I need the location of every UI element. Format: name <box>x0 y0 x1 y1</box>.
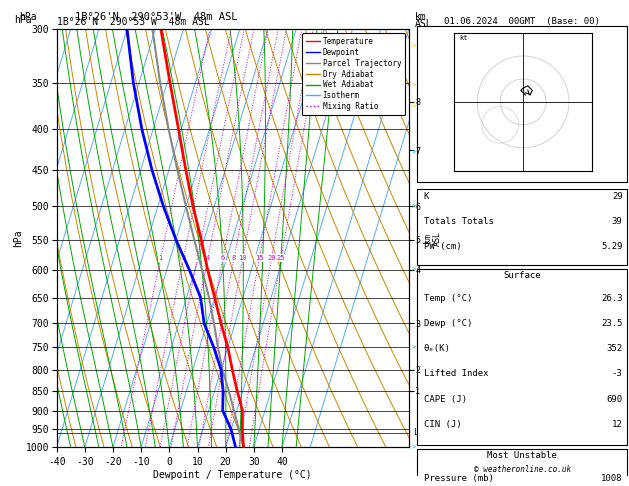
Text: Lifted Index: Lifted Index <box>424 369 488 379</box>
Text: θₑ(K): θₑ(K) <box>424 344 450 353</box>
Text: LCL: LCL <box>413 429 428 437</box>
Text: K: K <box>424 191 429 201</box>
Text: ASL: ASL <box>415 19 433 30</box>
Text: Temp (°C): Temp (°C) <box>424 294 472 303</box>
Text: hPa: hPa <box>14 15 32 25</box>
Text: © weatheronline.co.uk: © weatheronline.co.uk <box>474 465 571 474</box>
Text: >: > <box>412 83 416 88</box>
Text: Surface: Surface <box>503 271 541 279</box>
Text: 10: 10 <box>238 255 247 261</box>
Text: km: km <box>415 12 427 22</box>
Text: 26.3: 26.3 <box>601 294 623 303</box>
Text: Dewp (°C): Dewp (°C) <box>424 319 472 328</box>
Text: 39: 39 <box>612 217 623 226</box>
Text: kt: kt <box>459 35 467 41</box>
Y-axis label: km
ASL: km ASL <box>423 231 442 245</box>
Text: 25: 25 <box>277 255 286 261</box>
Text: 8: 8 <box>232 255 236 261</box>
Text: hPa: hPa <box>19 12 36 22</box>
Y-axis label: hPa: hPa <box>13 229 23 247</box>
Text: 23.5: 23.5 <box>601 319 623 328</box>
Text: 1B°26'N  290°53'W  48m ASL: 1B°26'N 290°53'W 48m ASL <box>57 17 209 27</box>
Text: >: > <box>412 150 416 156</box>
Text: >: > <box>412 267 416 273</box>
FancyBboxPatch shape <box>417 26 627 182</box>
Text: 352: 352 <box>606 344 623 353</box>
Text: >: > <box>412 444 416 450</box>
Text: Totals Totals: Totals Totals <box>424 217 494 226</box>
Text: >: > <box>412 44 416 50</box>
Text: 690: 690 <box>606 395 623 404</box>
Text: >: > <box>412 204 416 209</box>
Text: 3: 3 <box>196 255 199 261</box>
Text: 20: 20 <box>267 255 276 261</box>
Text: Pressure (mb): Pressure (mb) <box>424 474 494 483</box>
Text: 6: 6 <box>221 255 225 261</box>
FancyBboxPatch shape <box>417 190 627 265</box>
Text: PW (cm): PW (cm) <box>424 242 461 251</box>
Text: >: > <box>412 104 416 110</box>
Text: 29: 29 <box>612 191 623 201</box>
X-axis label: Dewpoint / Temperature (°C): Dewpoint / Temperature (°C) <box>153 469 312 480</box>
Text: 1B°26'N  290°53'W  48m ASL: 1B°26'N 290°53'W 48m ASL <box>75 12 238 22</box>
Text: 12: 12 <box>612 420 623 429</box>
Legend: Temperature, Dewpoint, Parcel Trajectory, Dry Adiabat, Wet Adiabat, Isotherm, Mi: Temperature, Dewpoint, Parcel Trajectory… <box>302 33 405 115</box>
FancyBboxPatch shape <box>417 269 627 445</box>
Text: 15: 15 <box>255 255 264 261</box>
Text: CIN (J): CIN (J) <box>424 420 461 429</box>
Text: 01.06.2024  00GMT  (Base: 00): 01.06.2024 00GMT (Base: 00) <box>444 17 600 26</box>
Text: Most Unstable: Most Unstable <box>487 451 557 460</box>
Text: 1008: 1008 <box>601 474 623 483</box>
Text: -3: -3 <box>612 369 623 379</box>
Text: 5.29: 5.29 <box>601 242 623 251</box>
Text: >: > <box>412 344 416 350</box>
Text: 2: 2 <box>181 255 186 261</box>
Text: 1: 1 <box>159 255 163 261</box>
Text: CAPE (J): CAPE (J) <box>424 395 467 404</box>
FancyBboxPatch shape <box>417 449 627 486</box>
Text: 4: 4 <box>206 255 210 261</box>
